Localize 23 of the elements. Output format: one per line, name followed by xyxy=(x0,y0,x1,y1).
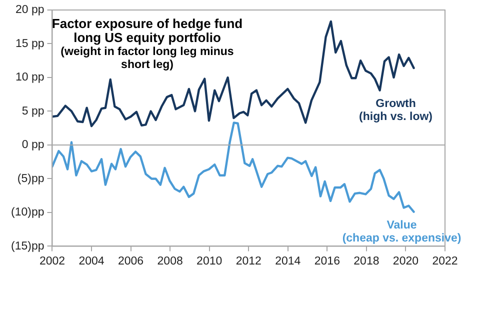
y-tick-label: 15 pp xyxy=(15,38,44,50)
x-tick-label: 2004 xyxy=(78,255,105,268)
x-tick-label: 2022 xyxy=(432,255,458,268)
series-label: Growth (high vs. low) xyxy=(359,98,433,123)
x-tick-label: 2014 xyxy=(275,255,302,268)
x-tick-label: 2012 xyxy=(236,255,262,268)
y-tick-label: (5)pp xyxy=(17,172,44,185)
text: (weight in factor long leg minus short leg) xyxy=(60,46,234,71)
text: Factor exposure of hedge fund long US equity portfolio xyxy=(52,16,243,46)
x-tick-label: 2018 xyxy=(354,255,380,268)
x-tick-label: 2008 xyxy=(157,255,183,268)
x-tick-label: 2006 xyxy=(118,255,144,268)
series-label: Value (cheap vs. expensive) xyxy=(342,220,462,245)
y-tick-label: (10)pp xyxy=(10,206,44,219)
x-tick-label: 2016 xyxy=(314,255,340,268)
y-tick-label: 5 pp xyxy=(22,105,44,118)
y-tick-label: 20 pp xyxy=(15,4,44,16)
y-tick-label: 0 pp xyxy=(22,139,44,152)
x-tick-label: 2020 xyxy=(392,255,419,268)
y-tick-label: (15)pp xyxy=(10,240,44,252)
x-tick-label: 2002 xyxy=(39,255,66,268)
y-tick-label: 10 pp xyxy=(15,72,44,84)
x-tick-label: 2010 xyxy=(196,255,222,268)
